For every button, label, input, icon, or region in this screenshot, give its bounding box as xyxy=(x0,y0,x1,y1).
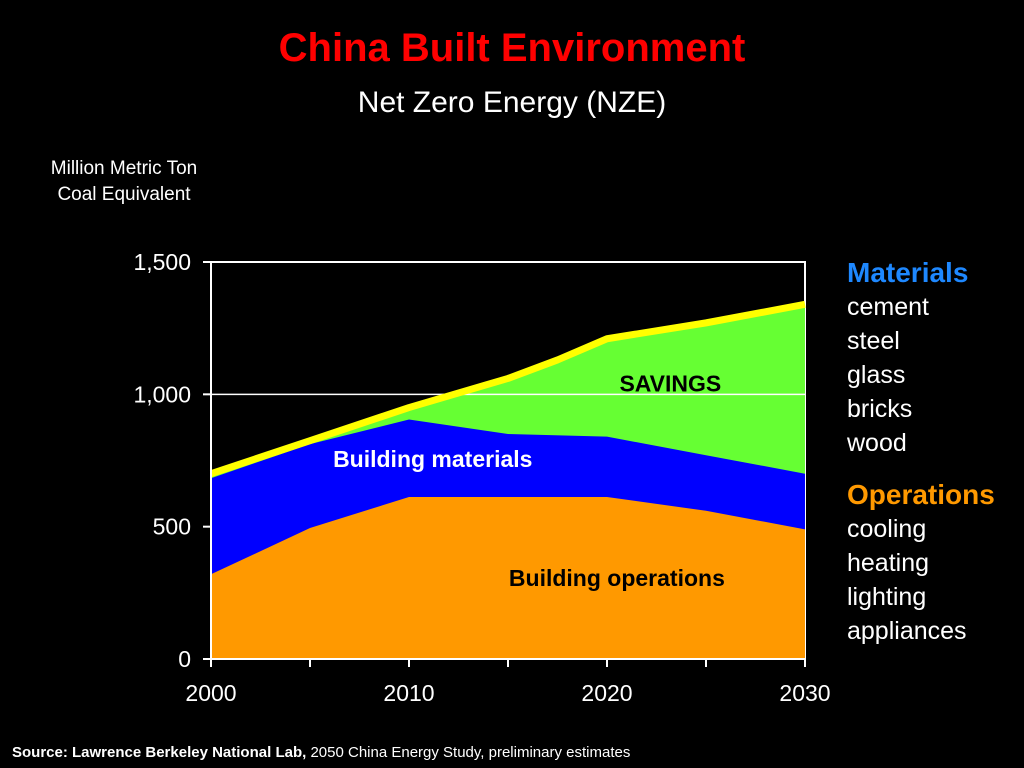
chart-title: China Built Environment xyxy=(278,26,746,70)
source-label: Source: Lawrence Berkeley National Lab, xyxy=(12,744,307,761)
y-axis-label-line-1: Million Metric Ton xyxy=(50,158,198,179)
legend-operations: Operations cooling heating lighting appl… xyxy=(847,478,995,648)
x-tick-label: 2010 xyxy=(383,680,434,706)
legend-materials: Materials cement steel glass bricks wood xyxy=(847,256,968,460)
x-tick-label: 2030 xyxy=(779,680,830,706)
y-tick-label: 0 xyxy=(178,646,191,672)
legend-operations-item: lighting xyxy=(847,583,927,611)
legend-operations-item: appliances xyxy=(847,617,967,645)
legend-operations-item: cooling xyxy=(847,515,927,543)
legend-materials-title: Materials xyxy=(847,257,969,288)
area-annotation: Building materials xyxy=(333,446,532,472)
source-text: 2050 China Energy Study, preliminary est… xyxy=(306,744,631,761)
y-tick-label: 500 xyxy=(153,514,191,540)
legend-materials-item: steel xyxy=(847,327,900,355)
legend-operations-title: Operations xyxy=(847,479,995,510)
baseline-line xyxy=(209,300,806,478)
y-tick-label: 1,500 xyxy=(133,249,191,275)
y-axis-label: Million Metric Ton Coal Equivalent xyxy=(24,156,224,208)
legend-materials-item: glass xyxy=(847,361,906,389)
legend-materials-item: bricks xyxy=(847,395,913,423)
x-tick-label: 2000 xyxy=(185,680,236,706)
source-note: Source: Lawrence Berkeley National Lab, … xyxy=(12,744,630,761)
area-annotation: Building operations xyxy=(509,565,725,591)
chart-subtitle: Net Zero Energy (NZE) xyxy=(357,86,667,119)
legend-operations-item: heating xyxy=(847,549,930,577)
legend-materials-item: cement xyxy=(847,293,929,321)
y-tick-label: 1,000 xyxy=(133,381,191,407)
y-axis-label-line-2: Coal Equivalent xyxy=(57,184,191,205)
area-annotation: SAVINGS xyxy=(619,371,721,397)
area-building-operations xyxy=(211,497,805,659)
x-tick-label: 2020 xyxy=(581,680,632,706)
legend-materials-item: wood xyxy=(847,429,907,457)
